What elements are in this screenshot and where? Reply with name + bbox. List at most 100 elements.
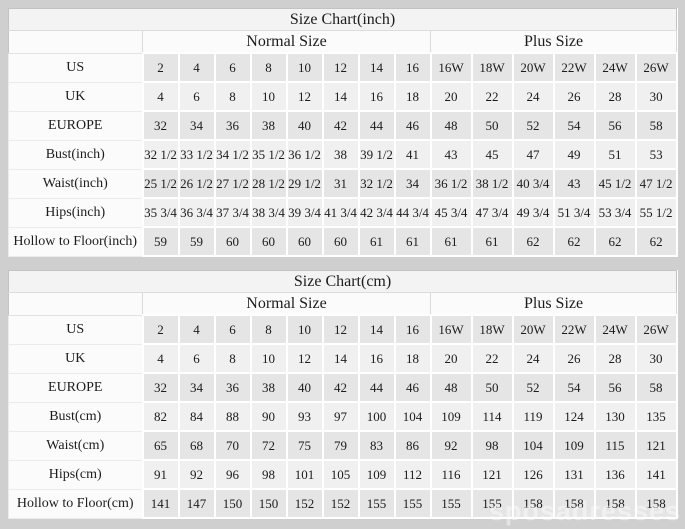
- table-cell: 150: [213, 488, 252, 519]
- table-cell: 22: [470, 81, 514, 112]
- table-cell: 70: [213, 430, 252, 461]
- table-cell: 53: [634, 139, 678, 170]
- table-cell: 12: [321, 52, 360, 83]
- table-cell: 20W: [511, 52, 555, 83]
- row-label: UK: [8, 343, 143, 374]
- size-charts-container: Size Chart(inch) Normal Size Plus Size US 2 4…: [8, 8, 678, 519]
- table-cell: 6: [213, 314, 252, 345]
- table-cell: 2: [141, 52, 180, 83]
- row-label: Hips(inch): [8, 197, 143, 228]
- table-cell: 12: [321, 314, 360, 345]
- table-cell: 48: [429, 110, 473, 141]
- table-cell: 60: [249, 226, 288, 257]
- table-cell: 124: [552, 401, 596, 432]
- table-cell: 158: [511, 488, 555, 519]
- table-cell: 24: [511, 81, 555, 112]
- table-cell: 30: [634, 81, 678, 112]
- table-cell: 152: [321, 488, 360, 519]
- table-cell: 150: [249, 488, 288, 519]
- table-cell: 121: [470, 459, 514, 490]
- table-cell: 158: [593, 488, 637, 519]
- table-cell: 119: [511, 401, 555, 432]
- size-chart-inch-table: Size Chart(inch) Normal Size Plus Size US 2 4…: [8, 8, 678, 257]
- table-cell: 8: [249, 52, 288, 83]
- table-cell: 20: [429, 343, 473, 374]
- table-cell: 68: [177, 430, 216, 461]
- table-cell: 26W: [634, 52, 678, 83]
- table-cell: 56: [593, 372, 637, 403]
- corner-cell: [8, 30, 143, 54]
- table-cell: 51: [593, 139, 637, 170]
- table-cell: 38 1/2: [470, 168, 514, 199]
- table-row: UK 4 6 8 10 12 14 16 18 20 22 24 26 28 30: [8, 343, 678, 374]
- table-cell: 6: [177, 81, 216, 112]
- table-cell: 62: [634, 226, 678, 257]
- table-cell: 28: [593, 81, 637, 112]
- table-cell: 155: [393, 488, 432, 519]
- table-cell: 49 3/4: [511, 197, 555, 228]
- table-cell: 130: [593, 401, 637, 432]
- table-cell: 10: [249, 81, 288, 112]
- table-cell: 12: [285, 343, 324, 374]
- table-cell: 96: [213, 459, 252, 490]
- table-cell: 109: [552, 430, 596, 461]
- table-cell: 34: [177, 372, 216, 403]
- row-label: EUROPE: [8, 372, 143, 403]
- table-cell: 14: [357, 52, 396, 83]
- table-cell: 28: [593, 343, 637, 374]
- table-cell: 31: [321, 168, 360, 199]
- table-cell: 40 3/4: [511, 168, 555, 199]
- table-cell: 4: [141, 81, 180, 112]
- table-cell: 38: [249, 372, 288, 403]
- table-cell: 37 3/4: [213, 197, 252, 228]
- table-cell: 52: [511, 372, 555, 403]
- table-cell: 20W: [511, 314, 555, 345]
- table-cell: 39 1/2: [357, 139, 396, 170]
- table-cell: 72: [249, 430, 288, 461]
- table-cell: 50: [470, 110, 514, 141]
- table-cell: 131: [552, 459, 596, 490]
- table-cell: 44: [357, 372, 396, 403]
- table-cell: 22W: [552, 314, 596, 345]
- table-cell: 16: [393, 314, 432, 345]
- table-cell: 41: [393, 139, 432, 170]
- table-cell: 88: [213, 401, 252, 432]
- table-cell: 47: [511, 139, 555, 170]
- table-cell: 79: [321, 430, 360, 461]
- table-cell: 141: [634, 459, 678, 490]
- group-header-plus-size: Plus Size: [430, 292, 678, 316]
- table-cell: 26 1/2: [177, 168, 216, 199]
- table-cell: 126: [511, 459, 555, 490]
- table-cell: 35 3/4: [141, 197, 180, 228]
- table-cell: 38 3/4: [249, 197, 288, 228]
- table-cell: 16: [357, 81, 396, 112]
- table-cell: 29 1/2: [285, 168, 324, 199]
- table-cell: 14: [357, 314, 396, 345]
- table-cell: 60: [285, 226, 324, 257]
- table-cell: 14: [321, 81, 360, 112]
- table-cell: 158: [634, 488, 678, 519]
- table-cell: 155: [429, 488, 473, 519]
- table-cell: 24: [511, 343, 555, 374]
- group-header-row: Normal Size Plus Size: [8, 292, 678, 316]
- table-cell: 24W: [593, 52, 637, 83]
- table-row: UK 4 6 8 10 12 14 16 18 20 22 24 26 28 30: [8, 81, 678, 112]
- table-cell: 45: [470, 139, 514, 170]
- table-row: Waist(cm) 65 68 70 72 75 79 83 86 92 98 104 109 115 12…: [8, 430, 678, 461]
- table-cell: 18W: [470, 314, 514, 345]
- table-cell: 155: [357, 488, 396, 519]
- table-cell: 82: [141, 401, 180, 432]
- table-cell: 12: [285, 81, 324, 112]
- table-cell: 47 1/2: [634, 168, 678, 199]
- table-cell: 93: [285, 401, 324, 432]
- table-cell: 44: [357, 110, 396, 141]
- table-cell: 60: [321, 226, 360, 257]
- table-row: Hollow to Floor(cm) 141 147 150 150 152 152 155…: [8, 488, 678, 519]
- table-cell: 36 1/2: [429, 168, 473, 199]
- table-cell: 18: [393, 343, 432, 374]
- table-row: Bust(inch) 32 1/2 33 1/2 34 1/2 35 1/2 36 1/2…: [8, 139, 678, 170]
- table-cell: 59: [141, 226, 180, 257]
- table-cell: 6: [177, 343, 216, 374]
- table-cell: 86: [393, 430, 432, 461]
- row-label: UK: [8, 81, 143, 112]
